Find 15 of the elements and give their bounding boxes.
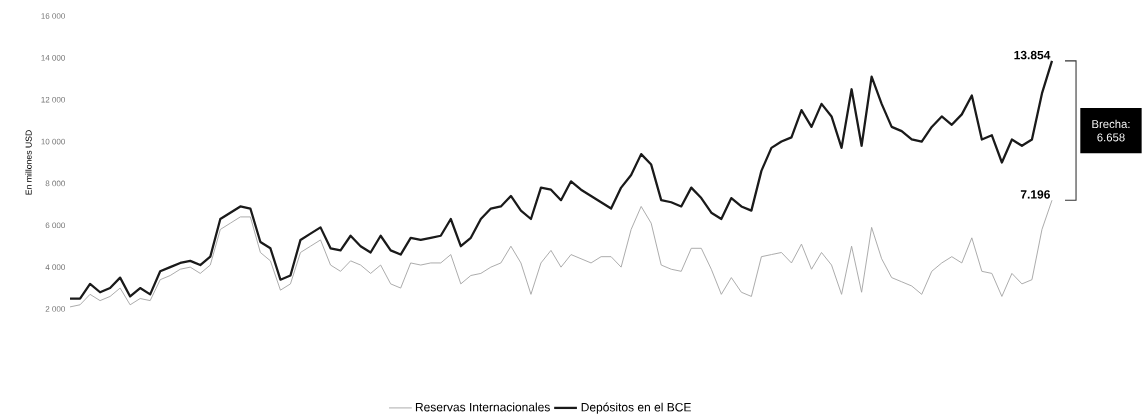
y-tick-label: 4 000 <box>45 264 65 271</box>
y-axis-title: En millones USD <box>25 130 32 195</box>
legend-label: Depósitos en el BCE <box>581 402 691 414</box>
y-tick-label: 2 000 <box>45 306 65 312</box>
line-series <box>69 199 1053 308</box>
y-tick-label: 8 000 <box>45 180 65 187</box>
y-tick-label: 12 000 <box>41 97 65 103</box>
data-label: 7.196 <box>1020 190 1050 199</box>
text: Brecha: 6.658 <box>1092 119 1130 142</box>
y-tick-label: 16 000 <box>41 13 65 20</box>
legend-label: Reservas Internacionales <box>415 402 550 412</box>
y-tick-label: 10 000 <box>41 138 65 145</box>
y-tick-label: 6 000 <box>45 222 65 229</box>
data-label: 13.854 <box>1014 50 1051 60</box>
y-tick-label: 14 000 <box>41 55 65 61</box>
